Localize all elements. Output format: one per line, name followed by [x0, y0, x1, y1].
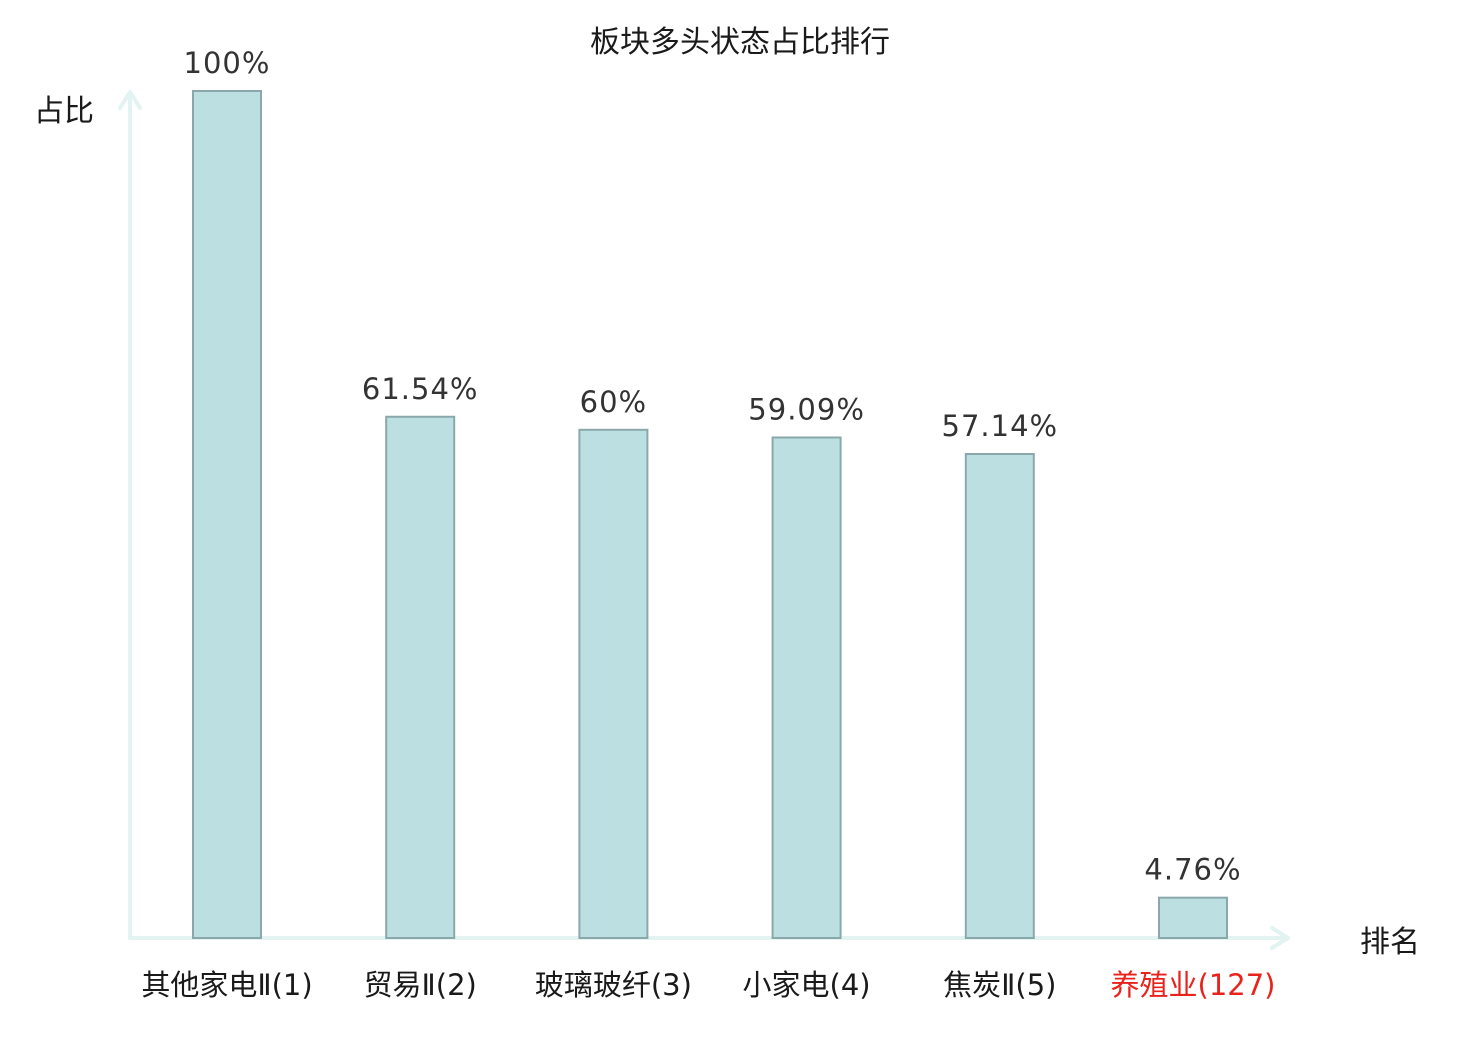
category-rank: (4) — [830, 968, 871, 1002]
category-label-4: 小家电(4) — [743, 968, 871, 1002]
category-label-1: 其他家电Ⅱ(1) — [141, 968, 312, 1002]
value-label-4: 59.09% — [748, 393, 865, 427]
category-name: 贸易Ⅱ — [364, 968, 436, 1002]
value-label-5: 57.14% — [942, 409, 1059, 443]
category-label-6: 养殖业(127) — [1111, 968, 1276, 1002]
category-labels-group: 其他家电Ⅱ(1) 贸易Ⅱ(2) 玻璃玻纤(3) 小家电(4) 焦炭Ⅱ(5) 养殖业(127… — [141, 968, 1275, 1002]
bar-1 — [192, 90, 262, 939]
category-name: 玻璃玻纤 — [535, 968, 651, 1002]
value-label-3: 60% — [580, 385, 647, 419]
category-name: 养殖业 — [1111, 968, 1198, 1002]
bar-5 — [964, 453, 1035, 939]
category-rank: (127) — [1198, 968, 1276, 1002]
y-axis-line — [118, 90, 142, 940]
category-label-3: 玻璃玻纤(3) — [535, 968, 692, 1002]
bar-2 — [385, 415, 456, 939]
x-axis-title: 排名 — [1360, 925, 1420, 960]
category-name: 小家电 — [743, 968, 830, 1002]
bar-3 — [578, 428, 649, 939]
category-rank: (5) — [1015, 968, 1056, 1002]
y-axis-title: 占比 — [34, 94, 94, 129]
bar-6 — [1158, 896, 1228, 939]
value-label-1: 100% — [184, 46, 271, 80]
category-name: 其他家电Ⅱ — [141, 968, 271, 1002]
category-rank: (3) — [651, 968, 692, 1002]
category-rank: (1) — [272, 968, 313, 1002]
value-label-2: 61.54% — [362, 372, 479, 406]
x-axis-line — [128, 926, 1290, 950]
category-name: 焦炭Ⅱ — [943, 968, 1015, 1002]
category-label-2: 贸易Ⅱ(2) — [364, 968, 477, 1002]
value-labels-group: 100% 61.54% 60% 59.09% 57.14% 4.76% — [184, 46, 1241, 887]
bar-4 — [771, 436, 842, 939]
category-rank: (2) — [436, 968, 477, 1002]
category-label-5: 焦炭Ⅱ(5) — [943, 968, 1056, 1002]
bars-group — [192, 90, 1228, 939]
chart-title: 板块多头状态占比排行 — [590, 25, 890, 60]
value-label-6: 4.76% — [1144, 853, 1241, 887]
